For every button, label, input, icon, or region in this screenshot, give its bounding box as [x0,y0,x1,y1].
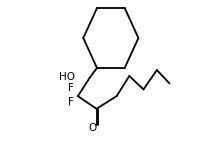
Text: HO: HO [59,72,75,82]
Text: F: F [68,97,74,107]
Text: F: F [68,83,74,93]
Text: O: O [88,123,96,133]
